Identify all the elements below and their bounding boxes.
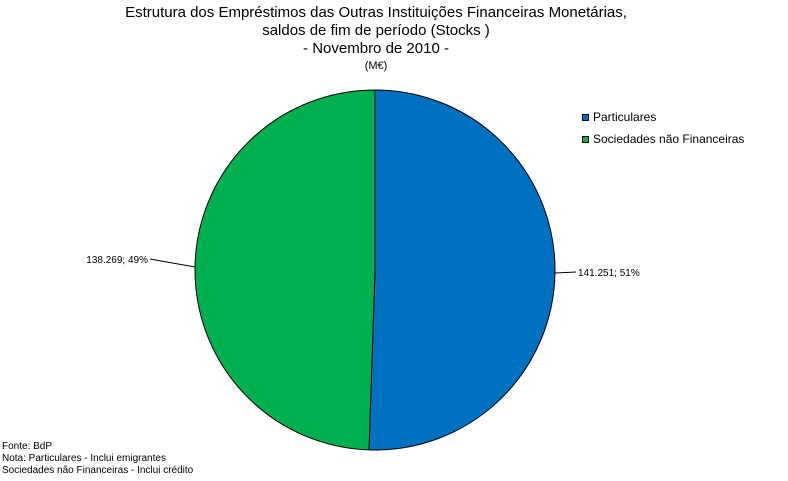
data-label-sociedades: 138.269; 49% bbox=[86, 255, 148, 266]
legend-label-sociedades: Sociedades não Financeiras bbox=[593, 132, 745, 146]
chart-title: Estrutura dos Empréstimos das Outras Ins… bbox=[0, 4, 752, 73]
legend-label-particulares: Particulares bbox=[593, 110, 657, 124]
footer-note-1: Nota: Particulares - Inclui emigrantes bbox=[2, 453, 166, 464]
chart-title-line-2: saldos de fim de período (Stocks ) bbox=[262, 22, 490, 39]
legend-item-particulares: Particulares bbox=[582, 106, 744, 128]
chart-title-line-1: Estrutura dos Empréstimos das Outras Ins… bbox=[125, 4, 627, 21]
chart-title-line-3: - Novembro de 2010 - bbox=[303, 40, 449, 57]
legend-item-sociedades: Sociedades não Financeiras bbox=[582, 128, 744, 150]
legend: Particulares Sociedades não Financeiras bbox=[582, 106, 744, 150]
leader-line-particulares bbox=[554, 271, 577, 274]
footer-note-2: Sociedades não Financeiras - Inclui créd… bbox=[2, 465, 194, 476]
leader-line-sociedades bbox=[149, 258, 196, 268]
chart-unit: (M€) bbox=[364, 60, 388, 72]
legend-swatch-particulares bbox=[582, 113, 589, 121]
data-label-particulares: 141.251; 51% bbox=[578, 268, 640, 279]
pie-slice-sociedades bbox=[194, 89, 376, 451]
pie-slice-particulares bbox=[368, 89, 556, 451]
footer-source: Fonte: BdP bbox=[2, 441, 53, 452]
legend-swatch-sociedades bbox=[582, 135, 589, 143]
chart-footer: Fonte: BdP Nota: Particulares - Inclui e… bbox=[2, 441, 193, 477]
